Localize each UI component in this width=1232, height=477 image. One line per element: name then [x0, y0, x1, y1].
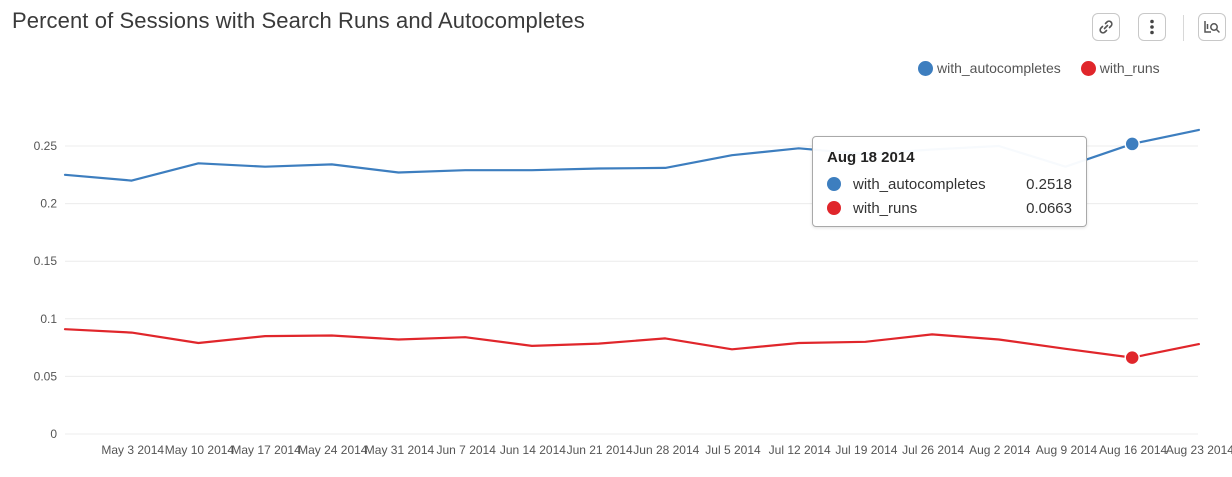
data-point-with-runs[interactable] [263, 334, 267, 338]
chart-title: Percent of Sessions with Search Runs and… [12, 8, 585, 33]
legend-swatch-with-autocompletes [918, 60, 933, 76]
data-point-with-runs[interactable] [863, 340, 867, 344]
data-point-with-runs[interactable] [1197, 342, 1201, 346]
data-point-with-runs[interactable] [930, 332, 934, 336]
y-tick-label: 0.1 [40, 312, 57, 326]
tooltip-series-label: with_runs [853, 199, 918, 217]
data-point-with-runs[interactable] [63, 327, 67, 331]
data-point-with-runs[interactable] [397, 338, 401, 342]
explore-button[interactable] [1198, 13, 1226, 41]
data-point-with-autocompletes[interactable] [263, 165, 267, 169]
highlight-point-with-autocompletes [1124, 136, 1140, 152]
data-point-with-autocompletes[interactable] [730, 153, 734, 157]
link-icon [1097, 18, 1115, 36]
x-tick-label: Jul 19 2014 [835, 443, 897, 457]
data-point-with-runs[interactable] [530, 344, 534, 348]
y-tick-label: 0.2 [40, 197, 57, 211]
x-tick-label: Jun 21 2014 [567, 443, 633, 457]
y-axis-ticks: 0 0.05 0.1 0.15 0.2 0.25 [34, 139, 58, 441]
data-point-with-autocompletes[interactable] [530, 168, 534, 172]
chart-tooltip: Aug 18 2014 with_autocompletes 0.2518 wi… [812, 136, 1087, 227]
data-point-with-runs[interactable] [730, 347, 734, 351]
x-tick-label: May 3 2014 [101, 443, 164, 457]
legend-swatch-with-runs [1080, 60, 1096, 76]
data-point-with-runs[interactable] [130, 331, 134, 335]
data-point-with-autocompletes[interactable] [663, 166, 667, 170]
x-tick-label: May 17 2014 [231, 443, 301, 457]
data-point-with-runs[interactable] [330, 334, 334, 338]
legend-label-with-runs: with_runs [1099, 60, 1160, 76]
x-tick-label: Aug 9 2014 [1036, 443, 1098, 457]
data-point-with-autocompletes[interactable] [797, 146, 801, 150]
y-tick-label: 0.05 [34, 369, 58, 383]
x-tick-label: Jun 28 2014 [633, 443, 699, 457]
highlight-markers [1124, 136, 1140, 366]
vertical-ellipsis-icon [1149, 18, 1155, 36]
x-tick-label: May 10 2014 [165, 443, 235, 457]
data-point-with-runs[interactable] [997, 338, 1001, 342]
data-point-with-autocompletes[interactable] [196, 161, 200, 165]
series-line-with-runs[interactable] [63, 328, 1200, 359]
data-point-with-autocompletes[interactable] [330, 162, 334, 166]
data-point-with-runs[interactable] [663, 336, 667, 340]
copy-link-button[interactable] [1092, 13, 1120, 41]
tooltip-series-label: with_autocompletes [853, 175, 986, 193]
data-point-with-runs[interactable] [196, 341, 200, 345]
toolbar-divider [1183, 15, 1184, 41]
x-tick-label: Jun 7 2014 [437, 443, 497, 457]
explore-magnifier-icon [1203, 18, 1221, 36]
tooltip-series-value: 0.0663 [1026, 199, 1072, 217]
chart-legend: with_autocompletes with_runs [918, 60, 1160, 76]
y-tick-label: 0.15 [34, 254, 58, 268]
legend-item-with-autocompletes[interactable]: with_autocompletes [918, 60, 1061, 76]
tooltip-row-with-autocompletes: with_autocompletes 0.2518 [827, 172, 1072, 196]
data-point-with-autocompletes[interactable] [397, 170, 401, 174]
legend-item-with-runs[interactable]: with_runs [1080, 60, 1160, 76]
x-tick-label: Aug 23 2014 [1166, 443, 1232, 457]
data-point-with-autocompletes[interactable] [463, 168, 467, 172]
tooltip-swatch-with-autocompletes [827, 177, 841, 191]
data-point-with-runs[interactable] [463, 335, 467, 339]
x-tick-label: Jul 12 2014 [769, 443, 831, 457]
x-tick-label: May 31 2014 [365, 443, 435, 457]
data-point-with-runs[interactable] [797, 341, 801, 345]
data-point-with-autocompletes[interactable] [597, 166, 601, 170]
x-tick-label: Aug 16 2014 [1099, 443, 1167, 457]
x-tick-label: Jul 26 2014 [902, 443, 964, 457]
data-point-with-runs[interactable] [1064, 347, 1068, 351]
y-tick-label: 0 [50, 427, 57, 441]
y-tick-label: 0.25 [34, 139, 58, 153]
highlight-point-with-runs [1124, 349, 1140, 366]
tooltip-swatch-with-runs [827, 201, 841, 215]
tooltip-row-with-runs: with_runs 0.0663 [827, 196, 1072, 220]
data-point-with-autocompletes[interactable] [63, 173, 67, 177]
legend-label-with-autocompletes: with_autocompletes [937, 60, 1061, 76]
data-point-with-runs[interactable] [597, 342, 601, 346]
x-tick-label: Jul 5 2014 [705, 443, 761, 457]
tooltip-date: Aug 18 2014 [827, 149, 915, 166]
x-tick-label: May 24 2014 [298, 443, 368, 457]
x-tick-label: Aug 2 2014 [969, 443, 1031, 457]
chart-toolbar [1092, 13, 1232, 43]
more-options-button[interactable] [1138, 13, 1166, 41]
x-tick-label: Jun 14 2014 [500, 443, 566, 457]
data-point-with-autocompletes[interactable] [1197, 128, 1201, 132]
data-point-with-autocompletes[interactable] [130, 179, 134, 183]
tooltip-series-value: 0.2518 [1026, 175, 1072, 193]
